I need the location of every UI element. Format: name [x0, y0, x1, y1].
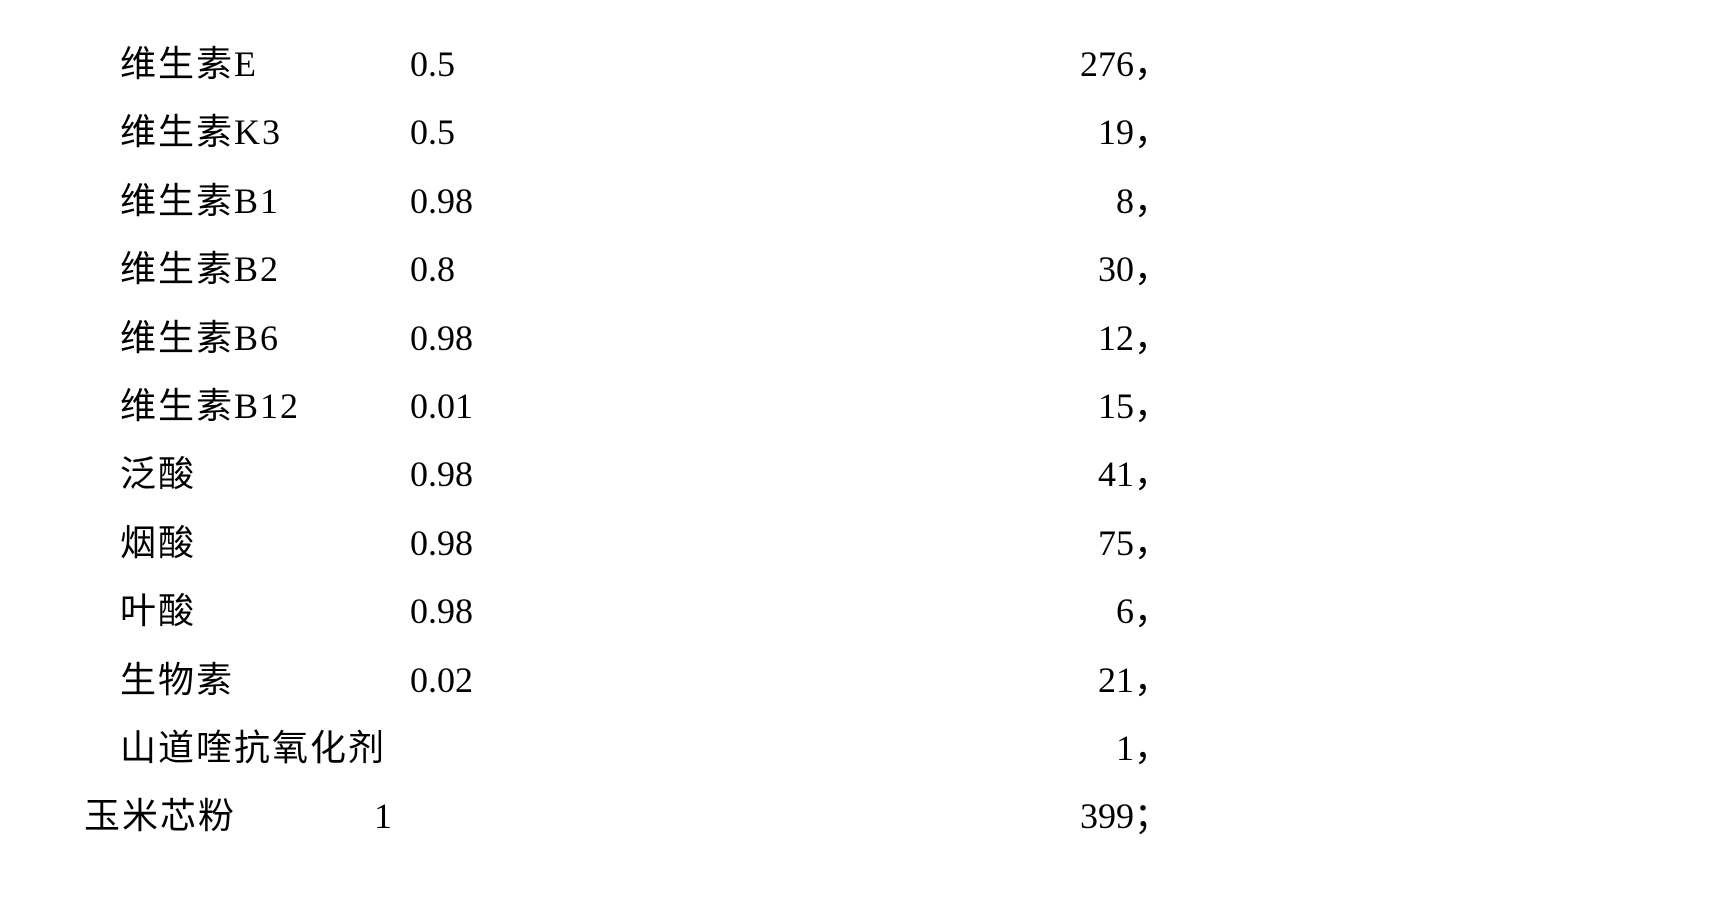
ingredient-value1: 0.8 — [410, 235, 560, 303]
ingredient-value1: 0.98 — [410, 509, 560, 577]
ingredient-value2: 30， — [560, 235, 1610, 303]
table-row: 生物素0.0221， — [120, 646, 1610, 714]
ingredient-name: 玉米芯粉 — [84, 782, 374, 850]
ingredient-name: 维生素B2 — [120, 235, 410, 303]
table-row: 维生素B10.988， — [120, 167, 1610, 235]
ingredient-name: 叶酸 — [120, 577, 410, 645]
ingredient-name: 维生素K3 — [120, 98, 410, 166]
ingredient-value2: 399； — [524, 782, 1610, 850]
ingredient-value1: 0.98 — [410, 440, 560, 508]
ingredient-value1: 0.98 — [410, 167, 560, 235]
ingredient-value2: 21， — [560, 646, 1610, 714]
ingredient-name: 维生素B12 — [120, 372, 410, 440]
ingredient-value1: 0.5 — [410, 98, 560, 166]
table-row: 烟酸0.9875， — [120, 509, 1610, 577]
table-row: 维生素B60.9812， — [120, 304, 1610, 372]
ingredient-value1: 0.5 — [410, 30, 560, 98]
ingredient-value2: 1， — [560, 714, 1610, 782]
table-row: 山道喹抗氧化剂1， — [120, 714, 1610, 782]
table-row: 叶酸0.986， — [120, 577, 1610, 645]
ingredient-name: 维生素B1 — [120, 167, 410, 235]
ingredient-value2: 41， — [560, 440, 1610, 508]
ingredient-value2: 8， — [560, 167, 1610, 235]
ingredient-value2: 276， — [560, 30, 1610, 98]
table-row: 泛酸0.9841， — [120, 440, 1610, 508]
ingredient-value1: 0.98 — [410, 304, 560, 372]
table-row: 维生素B120.0115， — [120, 372, 1610, 440]
ingredient-name: 维生素B6 — [120, 304, 410, 372]
ingredient-value1: 1 — [374, 782, 524, 850]
ingredient-value1: 0.98 — [410, 577, 560, 645]
ingredient-name: 烟酸 — [120, 509, 410, 577]
ingredient-name: 泛酸 — [120, 440, 410, 508]
ingredient-name: 生物素 — [120, 646, 410, 714]
table-row: 维生素B20.830， — [120, 235, 1610, 303]
ingredient-value1: 0.01 — [410, 372, 560, 440]
ingredient-table: 维生素E0.5276，维生素K30.519，维生素B10.988，维生素B20.… — [120, 30, 1610, 851]
ingredient-name: 维生素E — [120, 30, 410, 98]
table-row: 玉米芯粉1399； — [120, 782, 1610, 850]
ingredient-value2: 75， — [560, 509, 1610, 577]
ingredient-value2: 19， — [560, 98, 1610, 166]
ingredient-name: 山道喹抗氧化剂 — [120, 714, 560, 782]
table-row: 维生素K30.519， — [120, 98, 1610, 166]
ingredient-value2: 15， — [560, 372, 1610, 440]
ingredient-value1: 0.02 — [410, 646, 560, 714]
ingredient-value2: 12， — [560, 304, 1610, 372]
ingredient-value2: 6， — [560, 577, 1610, 645]
table-row: 维生素E0.5276， — [120, 30, 1610, 98]
